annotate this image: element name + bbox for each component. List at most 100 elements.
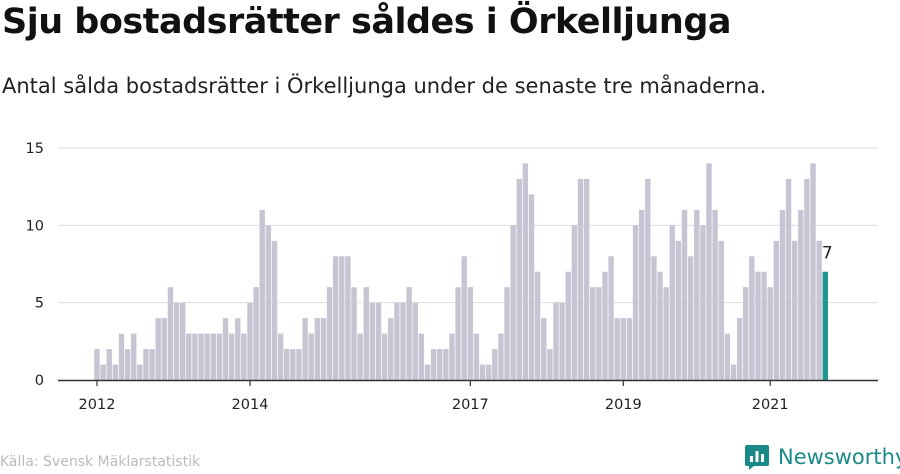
bar — [669, 225, 675, 380]
bar — [430, 349, 437, 380]
bar — [314, 318, 321, 380]
bar — [620, 318, 627, 380]
bar — [369, 302, 376, 380]
bar — [406, 287, 412, 380]
bar — [308, 333, 314, 380]
bar — [265, 225, 272, 380]
newsworthy-brand[interactable]: Newsworthy — [744, 442, 900, 472]
bar — [485, 364, 492, 380]
bar — [773, 240, 780, 380]
bar — [510, 225, 516, 380]
bar — [694, 209, 700, 380]
bar — [504, 287, 510, 380]
bar — [541, 318, 547, 380]
bar — [326, 287, 333, 380]
highlight-value-label: 7 — [822, 244, 833, 264]
bar — [302, 318, 308, 380]
bar — [785, 178, 792, 380]
bar-highlight — [822, 271, 828, 380]
bar — [259, 209, 265, 380]
bar — [571, 225, 578, 380]
bar — [657, 271, 663, 380]
gridlines — [58, 147, 878, 304]
bar — [590, 287, 596, 380]
bar — [743, 287, 749, 380]
bar — [706, 163, 712, 380]
newsworthy-logo-icon — [745, 445, 769, 470]
bar — [167, 287, 174, 380]
y-tick-label: 5 — [35, 296, 44, 312]
bar — [155, 318, 161, 380]
bar — [400, 302, 406, 380]
bar — [798, 209, 804, 380]
bar — [363, 287, 369, 380]
bar — [332, 256, 339, 380]
bar — [492, 349, 498, 380]
bar — [131, 333, 137, 380]
bar — [112, 364, 119, 380]
bar — [577, 178, 584, 380]
x-tick-label: 2014 — [232, 397, 269, 413]
y-tick-label: 15 — [26, 141, 44, 157]
bar — [192, 333, 198, 380]
bar — [479, 364, 486, 380]
bar — [179, 302, 186, 380]
bar — [467, 287, 474, 380]
bar — [100, 364, 106, 380]
bar — [522, 163, 529, 380]
bar — [730, 364, 737, 380]
bar — [253, 287, 259, 380]
bar — [736, 318, 743, 380]
bar — [290, 349, 296, 380]
bar — [412, 302, 418, 380]
bar — [375, 302, 382, 380]
x-axis — [58, 379, 878, 386]
bar — [296, 349, 302, 380]
bar — [681, 209, 688, 380]
bar — [381, 333, 388, 380]
bar — [173, 302, 180, 380]
bar — [645, 178, 651, 380]
bar — [473, 333, 480, 380]
labels: 0 5 10 15 2012 2014 2017 2019 2021 7 — [26, 141, 833, 413]
chart-subtitle: Antal sålda bostadsrätter i Örkelljunga … — [2, 74, 767, 98]
bar — [498, 333, 504, 380]
bar — [712, 209, 718, 380]
bar — [106, 349, 112, 380]
bars — [94, 163, 828, 380]
bar — [687, 256, 694, 380]
bar — [161, 318, 168, 380]
x-tick-label: 2012 — [79, 397, 116, 413]
bar — [626, 318, 633, 380]
bar — [284, 349, 290, 380]
bar — [534, 271, 541, 380]
bar — [608, 256, 614, 380]
bar — [461, 256, 467, 380]
bar — [632, 225, 639, 380]
bar — [437, 349, 443, 380]
bar — [137, 364, 143, 380]
bar — [271, 240, 278, 380]
bar — [718, 240, 724, 380]
bar — [749, 256, 755, 380]
bar — [583, 178, 590, 380]
y-tick-label: 0 — [35, 373, 44, 389]
bar — [816, 240, 822, 380]
bar — [210, 333, 216, 380]
bar — [424, 364, 431, 380]
bar — [418, 333, 425, 380]
bar — [528, 194, 535, 380]
x-tick-label: 2021 — [752, 397, 789, 413]
bar — [767, 287, 773, 380]
bar — [143, 349, 149, 380]
source-note: Källa: Svensk Mäklarstatistik — [0, 454, 201, 470]
bar — [596, 287, 602, 380]
bar — [761, 271, 767, 380]
bar — [651, 256, 657, 380]
y-tick-label: 10 — [26, 218, 44, 234]
bar — [345, 256, 351, 380]
bar — [810, 163, 816, 380]
bar — [547, 349, 553, 380]
bar — [204, 333, 210, 380]
bar — [455, 287, 461, 380]
